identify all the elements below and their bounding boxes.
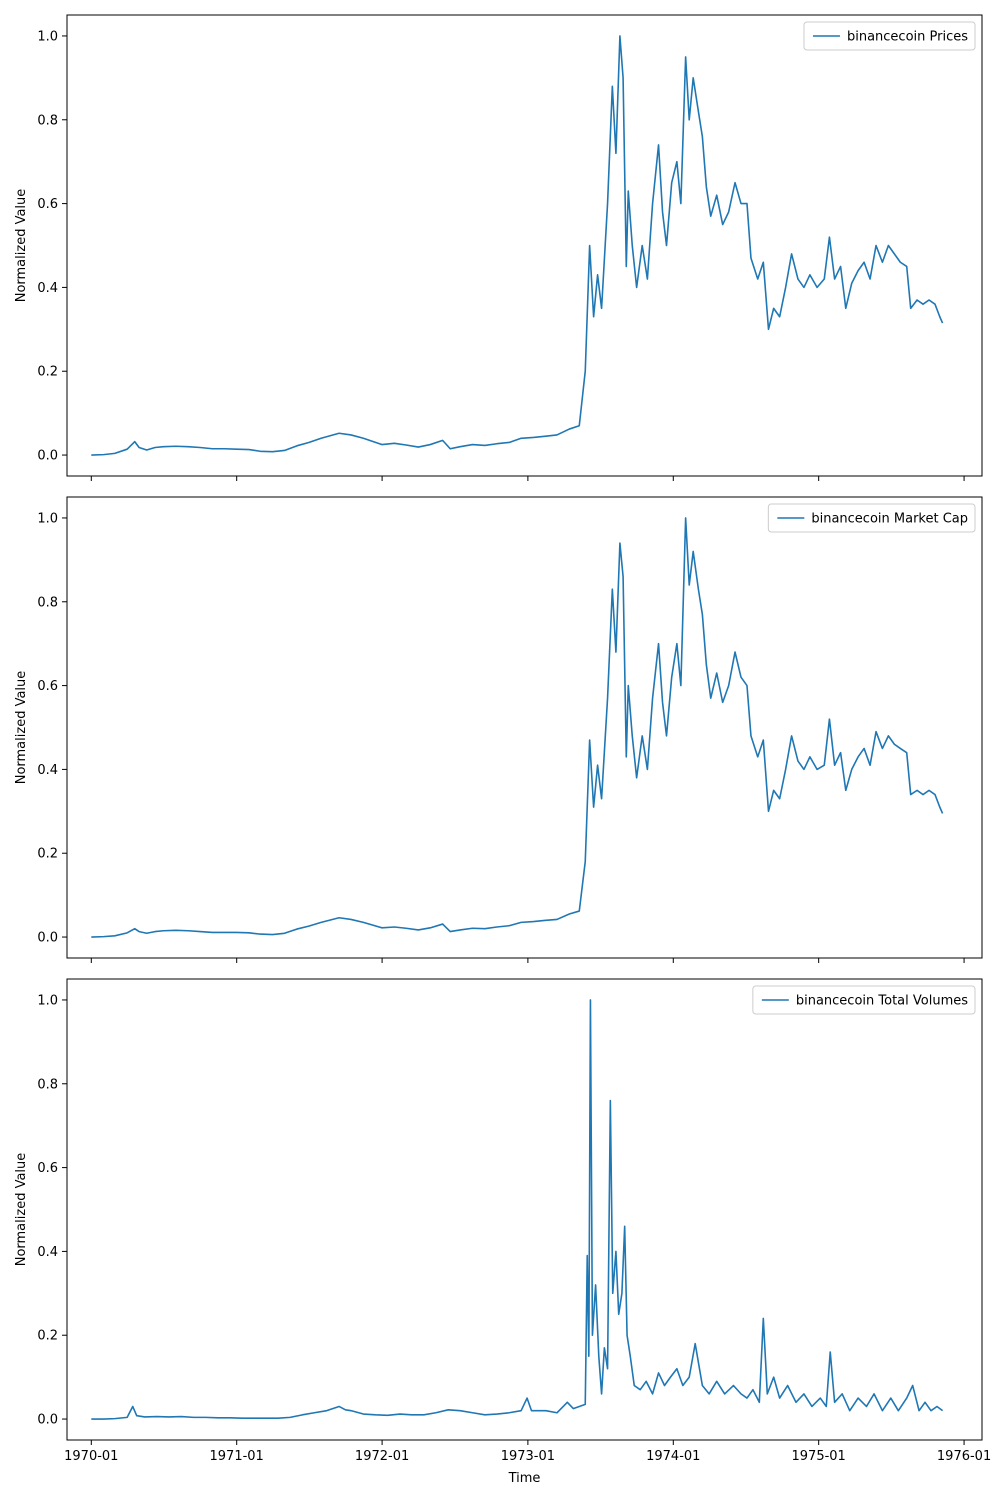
series-line-1 xyxy=(91,35,944,456)
y-tick-label: 0.2 xyxy=(37,365,58,380)
y-tick-label: 0.6 xyxy=(37,197,58,212)
y-axis-label: Normalized Value xyxy=(14,1153,29,1267)
legend: binancecoin Market Cap xyxy=(767,503,976,533)
y-tick-label: 0.6 xyxy=(37,679,58,694)
y-tick-label: 1.0 xyxy=(37,29,58,44)
legend-box xyxy=(803,21,976,51)
y-tick-label: 0.8 xyxy=(37,595,58,610)
chart-panel-2: 0.0 0.2 0.4 0.6 0.8 1.0 Normalized Value binanc… xyxy=(14,496,983,963)
x-tick-label: 1970-01 xyxy=(64,1449,118,1464)
y-tick-label: 0.8 xyxy=(37,113,58,128)
y-tick-label: 0.0 xyxy=(37,449,58,464)
y-axis-label: Normalized Value xyxy=(14,671,29,785)
y-tick-label: 0.4 xyxy=(37,763,58,778)
x-axis-label: Time xyxy=(508,1471,541,1486)
legend-box xyxy=(767,503,976,533)
series-line-1 xyxy=(91,517,944,938)
legend-label: binancecoin Market Cap xyxy=(811,512,968,527)
y-tick-label: 0.0 xyxy=(37,1413,58,1428)
legend-box xyxy=(752,985,976,1015)
y-tick-label: 0.4 xyxy=(37,281,58,296)
x-tick-label: 1973-01 xyxy=(501,1449,555,1464)
plot-frame xyxy=(66,14,983,477)
x-tick-label: 1976-01 xyxy=(937,1449,991,1464)
y-tick-label: 1.0 xyxy=(37,511,58,526)
y-tick-label: 0.8 xyxy=(37,1077,58,1092)
y-tick-label: 0.2 xyxy=(37,1329,58,1344)
y-tick-label: 0.0 xyxy=(37,931,58,946)
series-line-1 xyxy=(91,999,944,1420)
legend: binancecoin Total Volumes xyxy=(752,985,976,1015)
y-tick-label: 1.0 xyxy=(37,993,58,1008)
y-tick-label: 0.6 xyxy=(37,1161,58,1176)
x-tick-label: 1975-01 xyxy=(792,1449,846,1464)
plot-frame xyxy=(66,978,983,1441)
plot-frame xyxy=(66,496,983,959)
legend-label: binancecoin Total Volumes xyxy=(796,994,968,1009)
x-tick-label: 1972-01 xyxy=(355,1449,409,1464)
x-tick-label: 1974-01 xyxy=(646,1449,700,1464)
y-axis-label: Normalized Value xyxy=(14,189,29,303)
y-tick-label: 0.2 xyxy=(37,847,58,862)
y-tick-label: 0.4 xyxy=(37,1245,58,1260)
chart-panel-3: 1970-01 1971-01 1972-01 1973-01 1974-01 1975-… xyxy=(14,978,991,1486)
legend-label: binancecoin Prices xyxy=(847,30,968,45)
chart-panel-1: 0.0 0.2 0.4 0.6 0.8 1.0 Normalized Value binanc… xyxy=(14,14,983,481)
legend: binancecoin Prices xyxy=(803,21,976,51)
x-tick-label: 1971-01 xyxy=(210,1449,264,1464)
